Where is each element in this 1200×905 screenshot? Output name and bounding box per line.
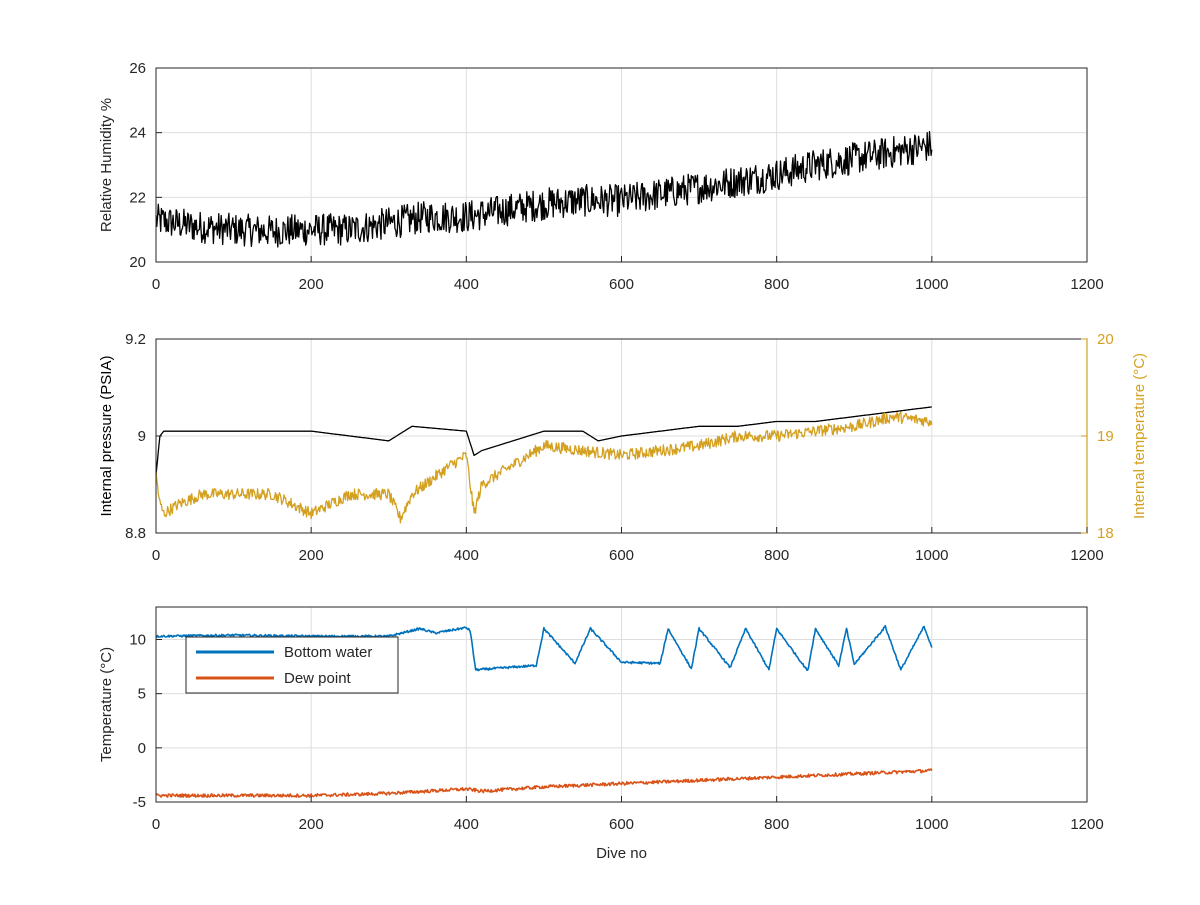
y-right-tick-label: 19 (1097, 428, 1114, 445)
series-line-2 (155, 768, 933, 798)
x-tick-label: 1200 (1070, 547, 1103, 564)
x-tick-label: 200 (299, 547, 324, 564)
x-tick-label: 400 (454, 816, 479, 833)
x-tick-label: 600 (609, 547, 634, 564)
x-tick-label: 600 (609, 276, 634, 293)
subplot-3: 0 200 400 600 800 1000 1200 -5 0 5 10 Temperature (… (98, 606, 1104, 862)
y-right-axis-label: Internal temperature (°C) (1131, 353, 1148, 519)
legend-label: Bottom water (284, 644, 372, 661)
y-tick-label: 10 (129, 632, 146, 649)
x-tick-label: 800 (764, 276, 789, 293)
x-tick-label: 0 (152, 276, 160, 293)
x-tick-label: 0 (152, 547, 160, 564)
x-tick-label: 1200 (1070, 276, 1103, 293)
x-tick-label: 1000 (915, 276, 948, 293)
series-line-2 (155, 411, 933, 524)
y-tick-label: 9.2 (125, 331, 146, 348)
y-tick-label: 22 (129, 189, 146, 206)
x-tick-label: 600 (609, 816, 634, 833)
y-tick-label: 0 (138, 740, 146, 757)
y-tick-label: -5 (133, 794, 146, 811)
y-tick-label: 9 (138, 428, 146, 445)
y-tick-label: 24 (129, 125, 146, 142)
y-tick-label: 20 (129, 254, 146, 271)
x-tick-label: 800 (764, 816, 789, 833)
x-tick-label: 200 (299, 276, 324, 293)
x-tick-label: 400 (454, 547, 479, 564)
subplot-2: 0 200 400 600 800 1000 1200 8.8 9 9.2 18 19 20 Intern… (98, 331, 1148, 564)
x-tick-label: 1000 (915, 816, 948, 833)
y-right-tick-label: 20 (1097, 331, 1114, 348)
legend-box (185, 636, 399, 694)
subplot-1: 0 200 400 600 800 1000 1200 20 22 24 26 Relative Hu… (98, 60, 1104, 293)
series-line-1 (155, 406, 932, 475)
y-tick-label: 26 (129, 60, 146, 77)
x-tick-label: 1000 (915, 547, 948, 564)
series-line-1 (155, 130, 933, 248)
y-tick-label: 5 (138, 686, 146, 703)
y-right-tick-label: 18 (1097, 525, 1114, 542)
x-tick-label: 400 (454, 276, 479, 293)
legend-label: Dew point (284, 670, 352, 687)
x-tick-label: 1200 (1070, 816, 1103, 833)
x-axis-label: Dive no (596, 845, 647, 862)
y-tick-label: 8.8 (125, 525, 146, 542)
y-axis-label: Internal pressure (PSIA) (98, 356, 115, 517)
x-tick-label: 0 (152, 816, 160, 833)
y-axis-label: Relative Humidity % (98, 98, 115, 232)
x-tick-label: 200 (299, 816, 324, 833)
x-tick-label: 800 (764, 547, 789, 564)
y-axis-label: Temperature (°C) (98, 647, 115, 762)
legend: Bottom water Dew point (185, 636, 399, 694)
